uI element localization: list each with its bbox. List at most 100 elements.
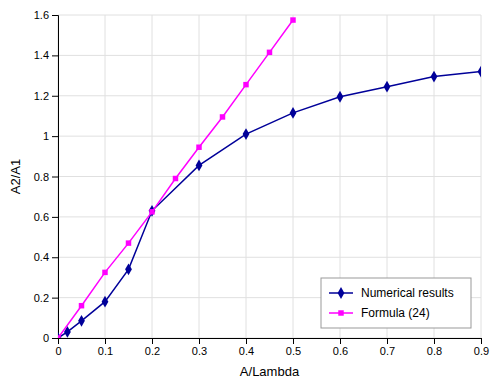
x-tick-mark	[105, 338, 106, 344]
y-tick-mark	[52, 298, 58, 299]
x-tick-mark	[340, 338, 341, 344]
x-tick-label: 0.2	[145, 345, 160, 357]
x-tick: 0.6	[333, 338, 348, 357]
legend-label: Numerical results	[361, 286, 454, 300]
series-line	[58, 72, 481, 338]
series-point	[478, 66, 481, 78]
x-tick: 0.2	[145, 338, 160, 357]
x-tick-label: 0.9	[474, 345, 489, 357]
y-axis: 0 0.2 0.4 0.6 0.8 1 1.2 1.4 1.6	[34, 9, 59, 344]
y-tick-mark	[52, 15, 58, 16]
y-tick-label: 0	[43, 332, 49, 344]
x-tick: 0	[55, 338, 61, 357]
grid-line-y	[58, 176, 481, 177]
x-tick-label: 0.1	[98, 345, 113, 357]
y-tick-label: 1	[43, 130, 49, 142]
y-tick: 0.4	[34, 251, 58, 263]
x-tick-label: 0.8	[427, 345, 442, 357]
x-axis-title: A/Lambda	[240, 364, 300, 379]
y-tick-label: 1.6	[34, 9, 49, 21]
grid-line-y	[58, 15, 481, 16]
y-tick: 1	[43, 130, 58, 142]
y-tick-label: 0.6	[34, 211, 49, 223]
x-tick-label: 0.6	[333, 345, 348, 357]
series-point	[196, 144, 201, 149]
y-tick: 0.2	[34, 292, 58, 304]
x-tick: 0.1	[98, 338, 113, 357]
x-tick-mark	[481, 338, 482, 344]
x-tick-label: 0	[55, 345, 61, 357]
x-axis: 0 0.1 0.2 0.3 0.4 0.5 0.6 0.7 0.8 0.9	[55, 338, 489, 357]
series-point	[102, 270, 107, 275]
legend-marker	[338, 287, 345, 299]
plot: 0 0.1 0.2 0.3 0.4 0.5 0.6 0.7 0.8 0.9 0 0.2 0.4 0.6 0.…	[34, 9, 489, 357]
y-tick-label: 0.2	[34, 292, 49, 304]
legend-marker	[338, 310, 343, 315]
y-tick-label: 1.4	[34, 49, 49, 61]
grid	[58, 15, 481, 338]
y-tick-mark	[52, 136, 58, 137]
y-tick-label: 0.4	[34, 251, 49, 263]
y-tick-label: 0.8	[34, 171, 49, 183]
series-point	[58, 335, 61, 338]
x-tick-label: 0.7	[380, 345, 395, 357]
grid-line-y	[58, 216, 481, 217]
x-tick-mark	[152, 338, 153, 344]
x-axis-line	[59, 339, 482, 345]
legend: Numerical results Formula (24)	[321, 278, 471, 328]
y-tick-mark	[52, 96, 58, 97]
x-tick: 0.4	[239, 338, 254, 357]
x-tick: 0.3	[192, 338, 207, 357]
legend-box	[321, 278, 471, 328]
chart: 0 0.1 0.2 0.3 0.4 0.5 0.6 0.7 0.8 0.9 0 0.2 0.4 0.6 0.…	[0, 0, 499, 384]
x-tick-mark	[434, 338, 435, 344]
y-tick: 1.2	[34, 90, 58, 102]
series-point	[173, 176, 178, 181]
x-tick-mark	[387, 338, 388, 344]
series-point	[125, 263, 132, 275]
legend-item: Numerical results	[329, 286, 454, 300]
data-area	[58, 17, 481, 338]
grid-line-y	[58, 95, 481, 96]
grid-line-y	[58, 257, 481, 258]
series-point	[337, 91, 344, 103]
x-tick-mark	[199, 338, 200, 344]
x-tick: 0.7	[380, 338, 395, 357]
series-point	[78, 315, 85, 327]
series-point	[243, 82, 248, 87]
series-point	[267, 50, 272, 55]
y-tick-mark	[52, 257, 58, 258]
y-tick: 1.4	[34, 49, 58, 61]
y-tick-mark	[52, 55, 58, 56]
series-point	[243, 128, 250, 140]
series-point	[384, 81, 391, 93]
series-line	[58, 20, 293, 338]
grid-line-y	[58, 136, 481, 137]
legend-label: Formula (24)	[361, 306, 430, 320]
series-point	[126, 240, 131, 245]
x-tick-label: 0.4	[239, 345, 254, 357]
series-point	[431, 71, 438, 83]
series-point	[149, 209, 154, 214]
y-tick: 0	[43, 332, 58, 344]
x-tick-mark	[293, 338, 294, 344]
x-tick: 0.5	[286, 338, 301, 357]
x-tick-mark	[246, 338, 247, 344]
y-tick-mark	[52, 338, 58, 339]
y-tick-mark	[52, 177, 58, 178]
x-tick-label: 0.3	[192, 345, 207, 357]
y-tick: 1.6	[34, 9, 58, 21]
y-tick: 0.6	[34, 211, 58, 223]
y-tick-mark	[52, 217, 58, 218]
series-point	[220, 114, 225, 119]
series-point	[290, 107, 297, 119]
x-tick: 0.9	[474, 338, 489, 357]
x-tick: 0.8	[427, 338, 442, 357]
x-tick-label: 0.5	[286, 345, 301, 357]
y-axis-line	[52, 16, 59, 339]
series-point	[290, 17, 295, 22]
series-point	[196, 160, 203, 172]
legend-item: Formula (24)	[329, 306, 430, 320]
series-point	[79, 303, 84, 308]
y-axis-title: A2/A1	[8, 159, 23, 194]
